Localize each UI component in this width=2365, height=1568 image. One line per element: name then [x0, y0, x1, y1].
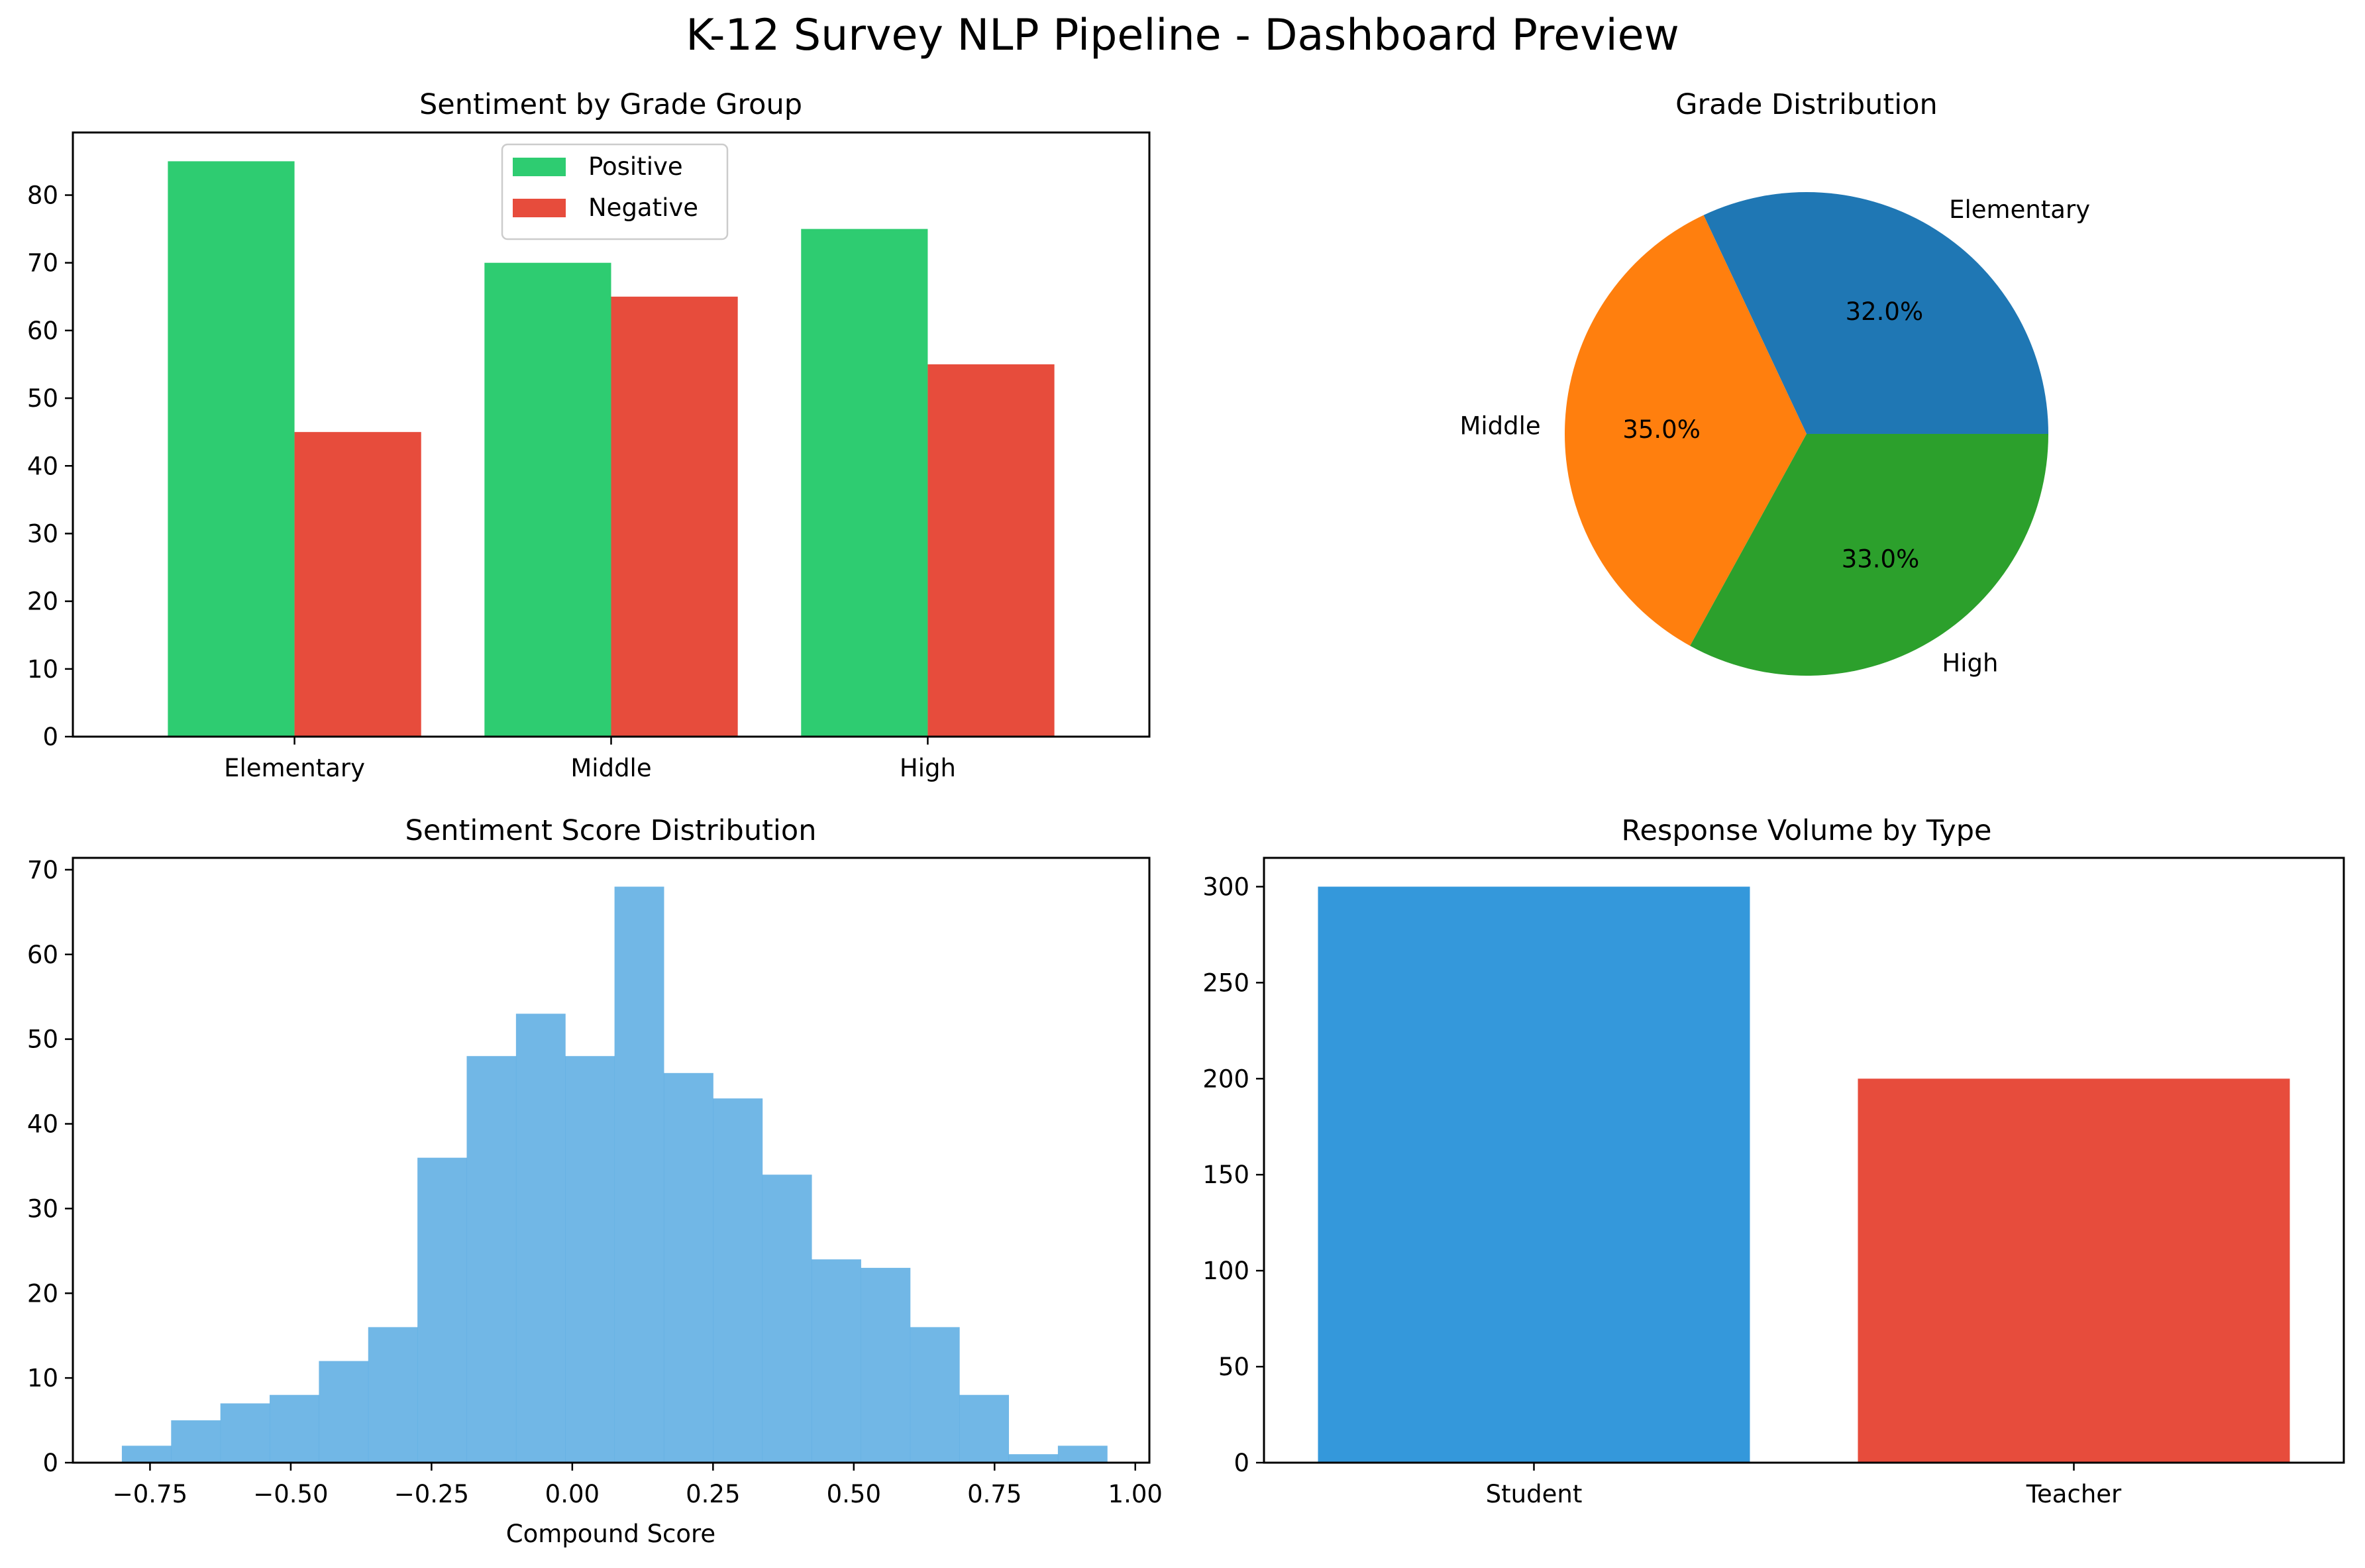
histogram-bin — [959, 1394, 1010, 1463]
ytick-label: 70 — [27, 856, 58, 884]
histogram-bin — [220, 1403, 270, 1463]
ytick-label: 60 — [27, 941, 58, 969]
xtick-label: −0.25 — [394, 1480, 469, 1508]
response-volume-title: Response Volume by Type — [1622, 814, 1992, 847]
histogram-bin — [565, 1056, 615, 1463]
ytick-label: 80 — [27, 182, 58, 210]
histogram-bin — [515, 1014, 566, 1463]
histogram-bin — [713, 1098, 763, 1463]
ytick-label: 50 — [27, 384, 58, 413]
bar-negative-elementary — [294, 432, 421, 737]
grade-distribution-title: Grade Distribution — [1675, 88, 1938, 121]
ytick-label: 40 — [27, 1110, 58, 1139]
bar-negative-middle — [611, 296, 738, 737]
ytick-label: 300 — [1202, 872, 1249, 901]
xtick-label: 0.25 — [686, 1480, 740, 1508]
sentiment-legend: Positive Negative — [501, 143, 729, 240]
histogram-frame — [72, 857, 1151, 1464]
histogram-bin — [663, 1072, 713, 1463]
pie-percent-high: 33.0% — [1842, 545, 1920, 574]
xtick-label-student: Student — [1486, 1480, 1583, 1508]
xtick-label-elementary: Elementary — [224, 754, 365, 782]
histogram-bin — [270, 1394, 319, 1463]
figure-title: K-12 Survey NLP Pipeline - Dashboard Pre… — [686, 11, 1679, 60]
pie-slice-high — [1690, 434, 2049, 676]
ytick-label: 250 — [1202, 968, 1249, 997]
pie-label-high: High — [1942, 649, 1998, 678]
histogram-bin — [614, 886, 664, 1463]
xtick-label: 0.00 — [545, 1480, 600, 1508]
grade-distribution-chart: Grade Distribution 32.0% Elementary 35.0% M… — [1459, 88, 2090, 678]
sentiment-score-title: Sentiment Score Distribution — [405, 814, 817, 847]
histogram-bin — [368, 1327, 418, 1463]
sentiment-by-grade-frame — [72, 131, 1151, 738]
response-volume-chart: Response Volume by Type Student Teacher 0 5… — [1202, 814, 2345, 1508]
bar-teacher — [1858, 1078, 2290, 1463]
histogram-xlabel: Compound Score — [506, 1520, 715, 1548]
xtick-label: 0.75 — [967, 1480, 1022, 1508]
pie-label-middle: Middle — [1459, 411, 1540, 440]
ytick-label: 50 — [1218, 1353, 1249, 1381]
pie-label-elementary: Elementary — [1949, 195, 2090, 224]
ytick-label: 40 — [27, 452, 58, 480]
ytick-label: 30 — [27, 519, 58, 548]
xtick-label: 0.50 — [827, 1480, 881, 1508]
ytick-label: 20 — [27, 588, 58, 616]
sentiment-score-histogram: Sentiment Score Distribution −0.75 −0.50 −… — [27, 814, 1163, 1548]
xtick-label: 1.00 — [1108, 1480, 1163, 1508]
xtick-label-middle: Middle — [570, 754, 651, 782]
legend-swatch-positive — [513, 158, 566, 176]
sentiment-by-grade-chart: Sentiment by Grade Group Elementary Middl… — [27, 88, 1151, 782]
ytick-label: 30 — [27, 1194, 58, 1223]
histogram-bin — [121, 1445, 172, 1463]
histogram-bin — [812, 1259, 861, 1463]
pie-slice-middle — [1565, 215, 1807, 646]
ytick-label: 150 — [1202, 1161, 1249, 1189]
histogram-bin — [910, 1327, 960, 1463]
histogram-bin — [861, 1267, 911, 1463]
histogram-bin — [1057, 1445, 1108, 1463]
ytick-label: 200 — [1202, 1065, 1249, 1093]
histogram-bin — [466, 1056, 517, 1463]
xtick-label: −0.50 — [253, 1480, 328, 1508]
histogram-bin — [1008, 1454, 1059, 1463]
pie-percent-elementary: 32.0% — [1846, 297, 1924, 326]
ytick-label: 0 — [1234, 1449, 1249, 1477]
legend-swatch-negative — [513, 199, 566, 217]
bar-positive-high — [801, 229, 928, 737]
xtick-label-high: High — [900, 754, 956, 782]
histogram-bin — [417, 1157, 468, 1463]
pie-slice-elementary — [1703, 192, 2048, 434]
ytick-label: 20 — [27, 1279, 58, 1308]
xtick-label: −0.75 — [113, 1480, 187, 1508]
ytick-label: 10 — [27, 1364, 58, 1392]
ytick-label: 70 — [27, 249, 58, 278]
histogram-bin — [319, 1361, 369, 1463]
legend-label-negative: Negative — [588, 193, 698, 222]
ytick-label: 0 — [42, 723, 58, 751]
bar-positive-elementary — [168, 161, 295, 737]
bar-positive-middle — [484, 262, 611, 737]
response-volume-frame — [1263, 857, 2345, 1464]
ytick-label: 0 — [42, 1449, 58, 1477]
sentiment-by-grade-title: Sentiment by Grade Group — [419, 88, 802, 121]
ytick-label: 60 — [27, 317, 58, 345]
bar-negative-high — [927, 364, 1055, 737]
ytick-label: 50 — [27, 1025, 58, 1054]
ytick-label: 100 — [1202, 1257, 1249, 1285]
legend-label-positive: Positive — [588, 152, 683, 181]
histogram-bin — [171, 1420, 221, 1463]
histogram-bin — [762, 1175, 812, 1463]
xtick-label-teacher: Teacher — [2026, 1480, 2122, 1508]
bar-student — [1318, 886, 1750, 1463]
ytick-label: 10 — [27, 655, 58, 684]
pie-percent-middle: 35.0% — [1622, 415, 1701, 444]
